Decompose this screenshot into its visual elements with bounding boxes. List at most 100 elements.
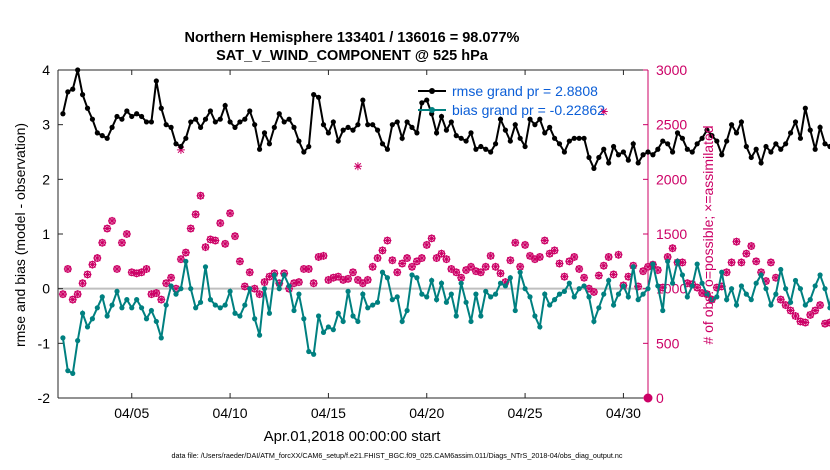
obs-assimilated-point	[580, 273, 589, 282]
obs-assimilated-point	[344, 274, 353, 283]
obs-assimilated-point	[176, 145, 185, 154]
obs-assimilated-point	[417, 254, 426, 263]
rmse-point	[360, 97, 366, 103]
obs-assimilated-point	[422, 240, 431, 249]
obs-assimilated-point	[560, 272, 569, 281]
obs-assimilated-point	[339, 275, 348, 284]
y-tick-label-left: -1	[38, 335, 51, 351]
bias-point	[719, 269, 725, 275]
rmse-point	[679, 135, 686, 141]
obs-assimilated-point	[501, 278, 510, 287]
bias-point	[94, 305, 100, 311]
obs-assimilated-point	[535, 252, 544, 261]
rmse-point	[345, 124, 351, 130]
bias-point	[70, 370, 76, 376]
rmse-point	[315, 94, 322, 100]
bias-point	[753, 280, 759, 286]
bias-point	[320, 329, 327, 335]
bias-point	[232, 310, 238, 316]
bias-point	[252, 316, 258, 322]
rmse-point	[773, 141, 779, 147]
rmse-point	[227, 119, 233, 125]
bias-point	[75, 338, 81, 344]
bias-point	[104, 313, 110, 319]
rmse-point	[709, 133, 715, 139]
rmse-point	[768, 149, 774, 155]
rmse-point	[183, 135, 189, 141]
rmse-point	[517, 135, 523, 141]
obs-assimilated-point	[545, 249, 554, 258]
rmse-point	[330, 119, 336, 125]
bias-point	[512, 307, 518, 314]
x-tick-label: 04/05	[114, 405, 149, 421]
obs-assimilated-point	[324, 275, 333, 284]
bias-point	[473, 291, 479, 297]
rmse-point	[143, 119, 150, 125]
bias-point	[807, 297, 813, 303]
rmse-point	[350, 127, 356, 133]
rmse-point	[497, 116, 504, 122]
rmse-point	[778, 146, 784, 152]
bias-point	[65, 368, 71, 374]
bias-point	[601, 291, 607, 297]
bias-point	[399, 318, 405, 325]
obs-assimilated-point	[491, 262, 500, 271]
rmse-point	[453, 133, 459, 139]
bias-point	[79, 310, 86, 316]
obs-assimilated-point	[727, 258, 736, 267]
obs-assimilated-point	[349, 268, 357, 277]
rmse-point	[669, 149, 676, 155]
obs-assimilated-point	[358, 279, 367, 288]
obs-assimilated-point	[304, 264, 313, 273]
bias-point	[463, 299, 469, 305]
obs-assimilated-point	[172, 284, 180, 293]
obs-assimilated-point	[255, 290, 264, 299]
rmse-point	[173, 141, 179, 147]
bias-point	[60, 335, 66, 341]
rmse-point	[665, 141, 671, 147]
rmse-point	[438, 113, 445, 120]
obs-assimilated-point	[457, 273, 466, 282]
rmse-point	[551, 135, 558, 141]
obs-assimilated-point	[117, 238, 126, 247]
bias-point	[247, 286, 253, 292]
obs-assimilated-point	[167, 273, 176, 282]
bias-point	[350, 313, 356, 319]
obs-assimilated-point	[565, 257, 574, 266]
bias-point	[365, 305, 371, 311]
rmse-point	[483, 146, 489, 152]
obs-assimilated-point	[442, 255, 451, 264]
rmse-point	[488, 149, 494, 155]
obs-assimilated-point	[742, 249, 751, 258]
obs-assimilated-point	[260, 278, 269, 287]
obs-assimilated-point	[137, 268, 146, 277]
obs-assimilated-point	[526, 251, 534, 260]
obs-assimilated-point	[368, 262, 377, 271]
obs-assimilated-point	[575, 264, 584, 273]
rmse-point	[296, 138, 302, 144]
bias-point	[370, 302, 376, 308]
obs-assimilated-point	[63, 264, 72, 273]
bias-point	[384, 275, 391, 281]
obs-assimilated-point	[245, 268, 254, 277]
obs-assimilated-point	[658, 283, 667, 292]
bias-point	[158, 335, 164, 341]
obs-assimilated-point	[511, 238, 520, 247]
rmse-point	[655, 146, 661, 152]
bias-point	[311, 351, 317, 357]
bias-point	[822, 286, 828, 292]
rmse-point	[650, 152, 656, 158]
obs-assimilated-point	[698, 289, 707, 298]
plot-background	[58, 70, 648, 398]
rmse-point	[193, 116, 199, 122]
obs-assimilated-point	[712, 283, 721, 292]
obs-assimilated-point	[378, 246, 387, 255]
obs-assimilated-point	[693, 283, 702, 292]
rmse-point	[374, 127, 381, 133]
rmse-point	[640, 152, 646, 158]
bias-point	[138, 305, 145, 311]
rmse-point	[370, 122, 376, 128]
rmse-point	[104, 135, 110, 141]
rmse-point	[394, 119, 400, 125]
bias-point	[448, 291, 454, 297]
